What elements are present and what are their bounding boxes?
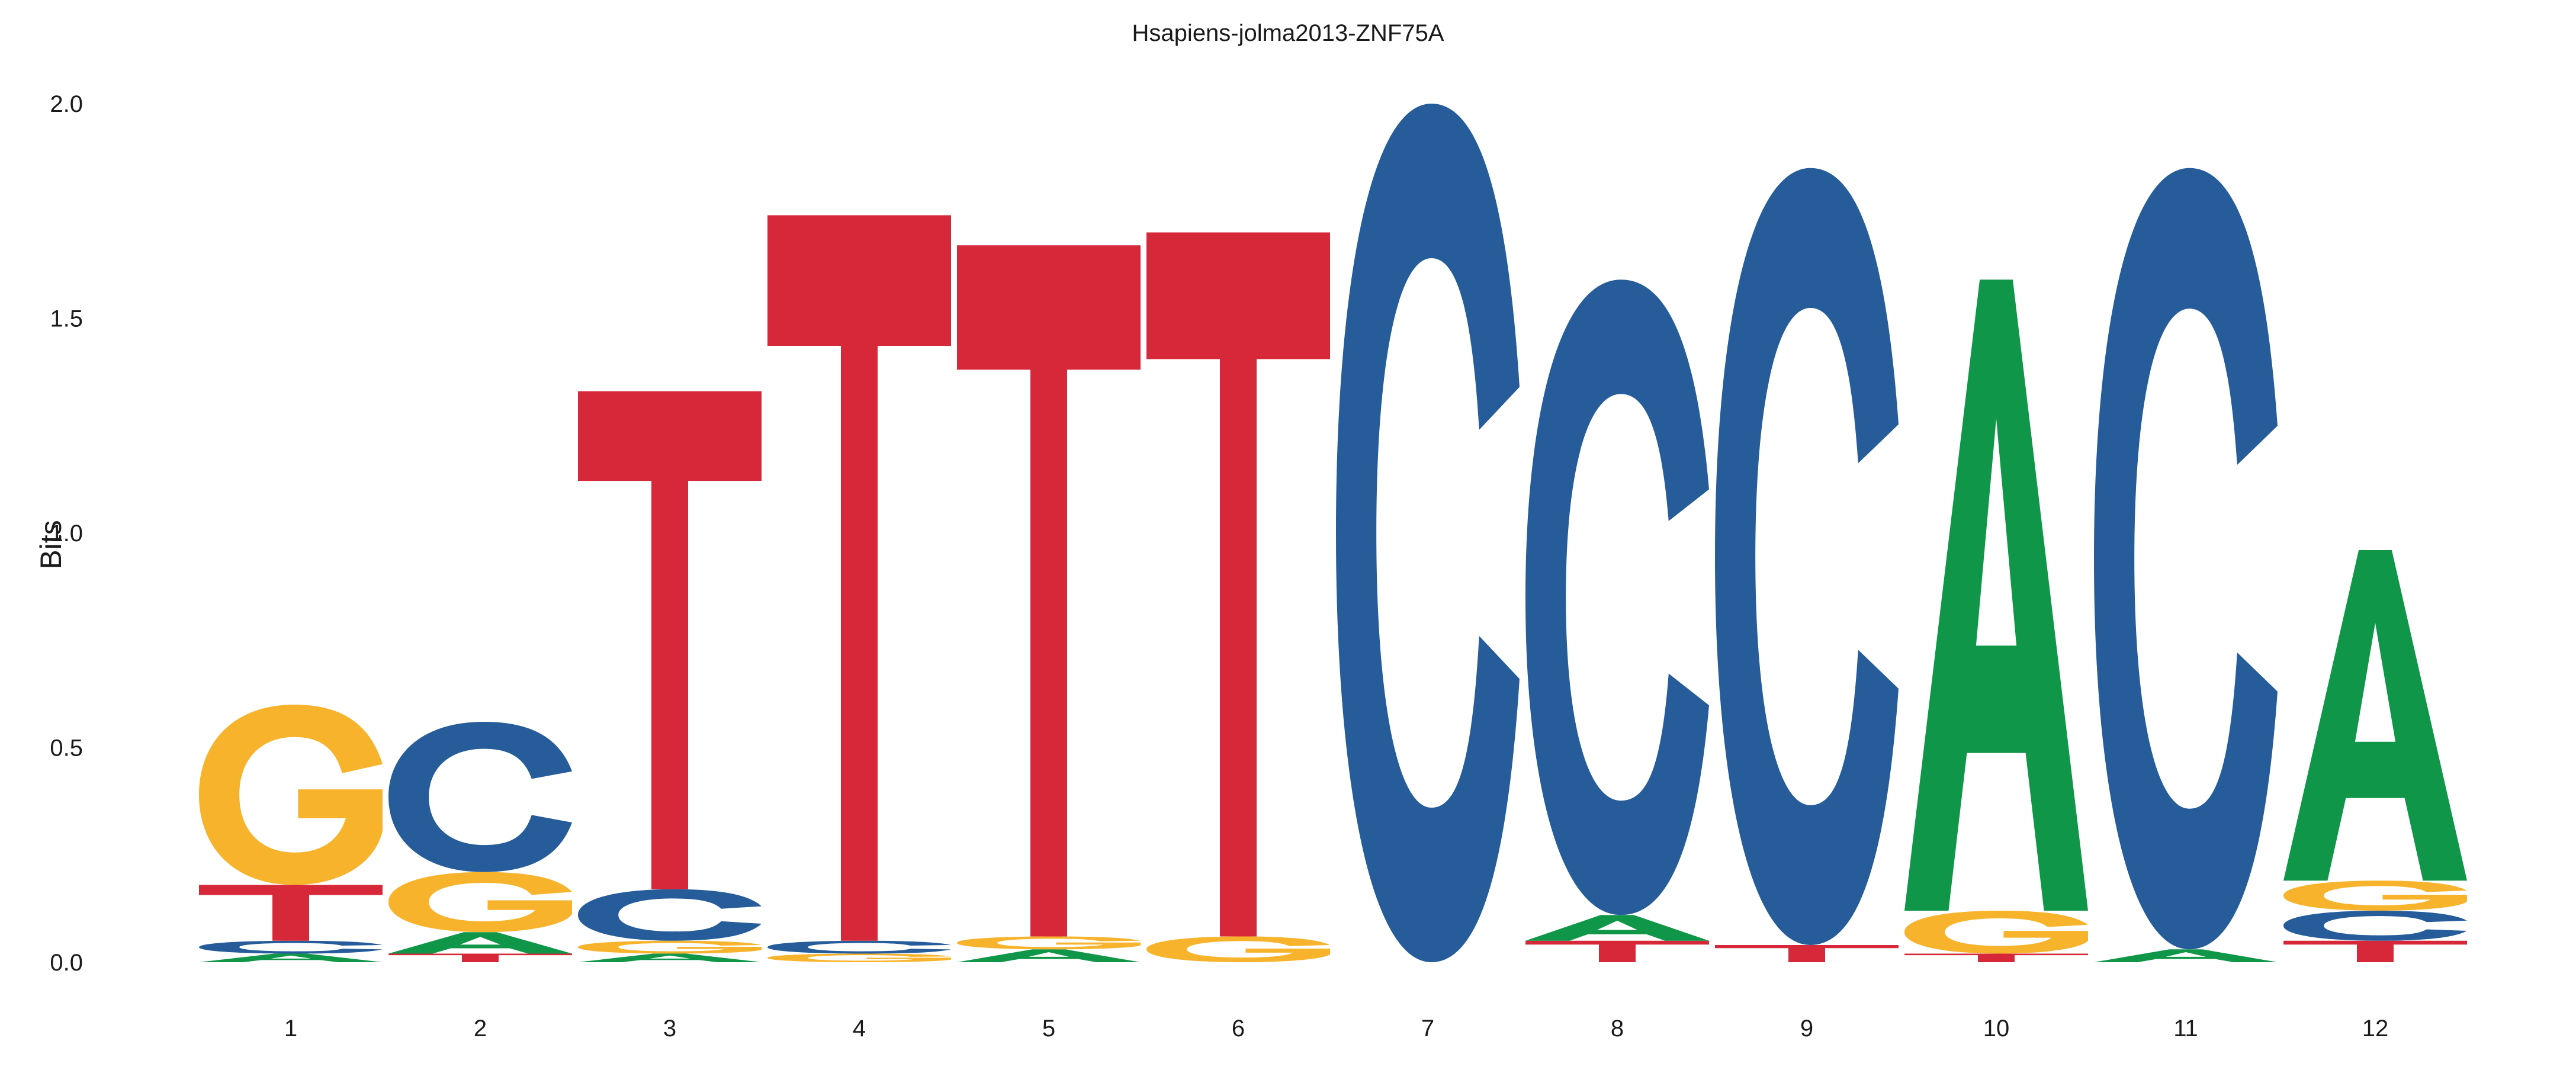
letter-t-position-8: T: [1525, 940, 1709, 962]
letter-c-position-2: C: [388, 722, 572, 872]
letter-c-position-7: C: [1336, 104, 1520, 962]
letter-a-position-2: A: [388, 932, 572, 954]
letter-t-position-6: T: [1146, 232, 1330, 937]
logo-position-5: AGT: [957, 245, 1141, 962]
y-tick-label: 1.0: [50, 520, 83, 547]
letter-g-position-5: G: [957, 936, 1141, 950]
x-tick-label: 3: [663, 1015, 676, 1042]
x-tick-label: 9: [1800, 1015, 1813, 1042]
x-tick-label: 4: [853, 1015, 866, 1042]
letter-g-position-2: G: [388, 872, 572, 933]
letter-t-position-2: T: [388, 953, 572, 962]
logo-position-12: TCGA: [2283, 550, 2467, 962]
logo-position-9: TC: [1715, 168, 1899, 962]
x-tick-label: 6: [1232, 1015, 1245, 1042]
logo-position-3: AGCT: [578, 391, 762, 962]
letter-g-position-3: G: [578, 940, 762, 954]
x-tick-label: 12: [2362, 1015, 2389, 1042]
letter-a-position-1: A: [199, 953, 383, 962]
letter-t-position-9: T: [1715, 945, 1899, 962]
letter-t-position-12: T: [2283, 940, 2467, 962]
letter-g-position-12: G: [2283, 880, 2467, 911]
letter-t-position-5: T: [957, 245, 1141, 937]
chart-title: Hsapiens-jolma2013-ZNF75A: [1132, 20, 1444, 46]
logo-position-4: GCT: [767, 215, 951, 962]
letter-a-position-11: A: [2094, 949, 2278, 962]
letter-c-position-11: C: [2094, 168, 2278, 950]
logo-position-2: TAGC: [388, 722, 572, 962]
letter-c-position-3: C: [578, 889, 762, 941]
logo-position-6: GT: [1146, 232, 1330, 962]
y-tick-label: 0.5: [50, 735, 83, 761]
letter-c-position-1: C: [199, 940, 383, 954]
y-tick-label: 1.5: [50, 306, 83, 332]
letter-t-position-4: T: [767, 215, 951, 941]
letter-c-position-8: C: [1525, 279, 1709, 915]
letter-g-position-6: G: [1146, 936, 1330, 962]
x-tick-label: 7: [1421, 1015, 1434, 1042]
letter-a-position-3: A: [578, 953, 762, 962]
logo-position-7: C: [1336, 104, 1520, 962]
letter-g-position-1: G: [199, 705, 383, 885]
y-tick-label: 0.0: [50, 950, 83, 976]
y-tick-label: 2.0: [50, 91, 83, 117]
letter-c-position-12: C: [2283, 911, 2467, 941]
x-tick-label: 2: [474, 1015, 487, 1042]
letter-c-position-9: C: [1715, 168, 1899, 945]
x-tick-label: 10: [1983, 1015, 2010, 1042]
letter-a-position-5: A: [957, 949, 1141, 962]
x-tick-label: 11: [2173, 1015, 2198, 1042]
letter-t-position-1: T: [199, 885, 383, 941]
letter-c-position-4: C: [767, 940, 951, 954]
letter-t-position-10: T: [1904, 953, 2088, 962]
letter-a-position-12: A: [2283, 550, 2467, 881]
letter-g-position-10: G: [1904, 911, 2088, 954]
letter-a-position-8: A: [1525, 915, 1709, 941]
x-tick-label: 8: [1611, 1015, 1624, 1042]
letter-t-position-3: T: [578, 391, 762, 889]
logo-position-8: TAC: [1525, 279, 1709, 962]
logo-position-1: ACTG: [199, 705, 383, 962]
x-tick-label: 5: [1042, 1015, 1055, 1042]
letter-g-position-4: G: [767, 953, 951, 962]
letter-a-position-10: A: [1904, 279, 2088, 911]
x-tick-label: 1: [284, 1015, 297, 1042]
logo-position-10: TGA: [1904, 279, 2088, 962]
logo-position-11: AC: [2094, 168, 2278, 962]
